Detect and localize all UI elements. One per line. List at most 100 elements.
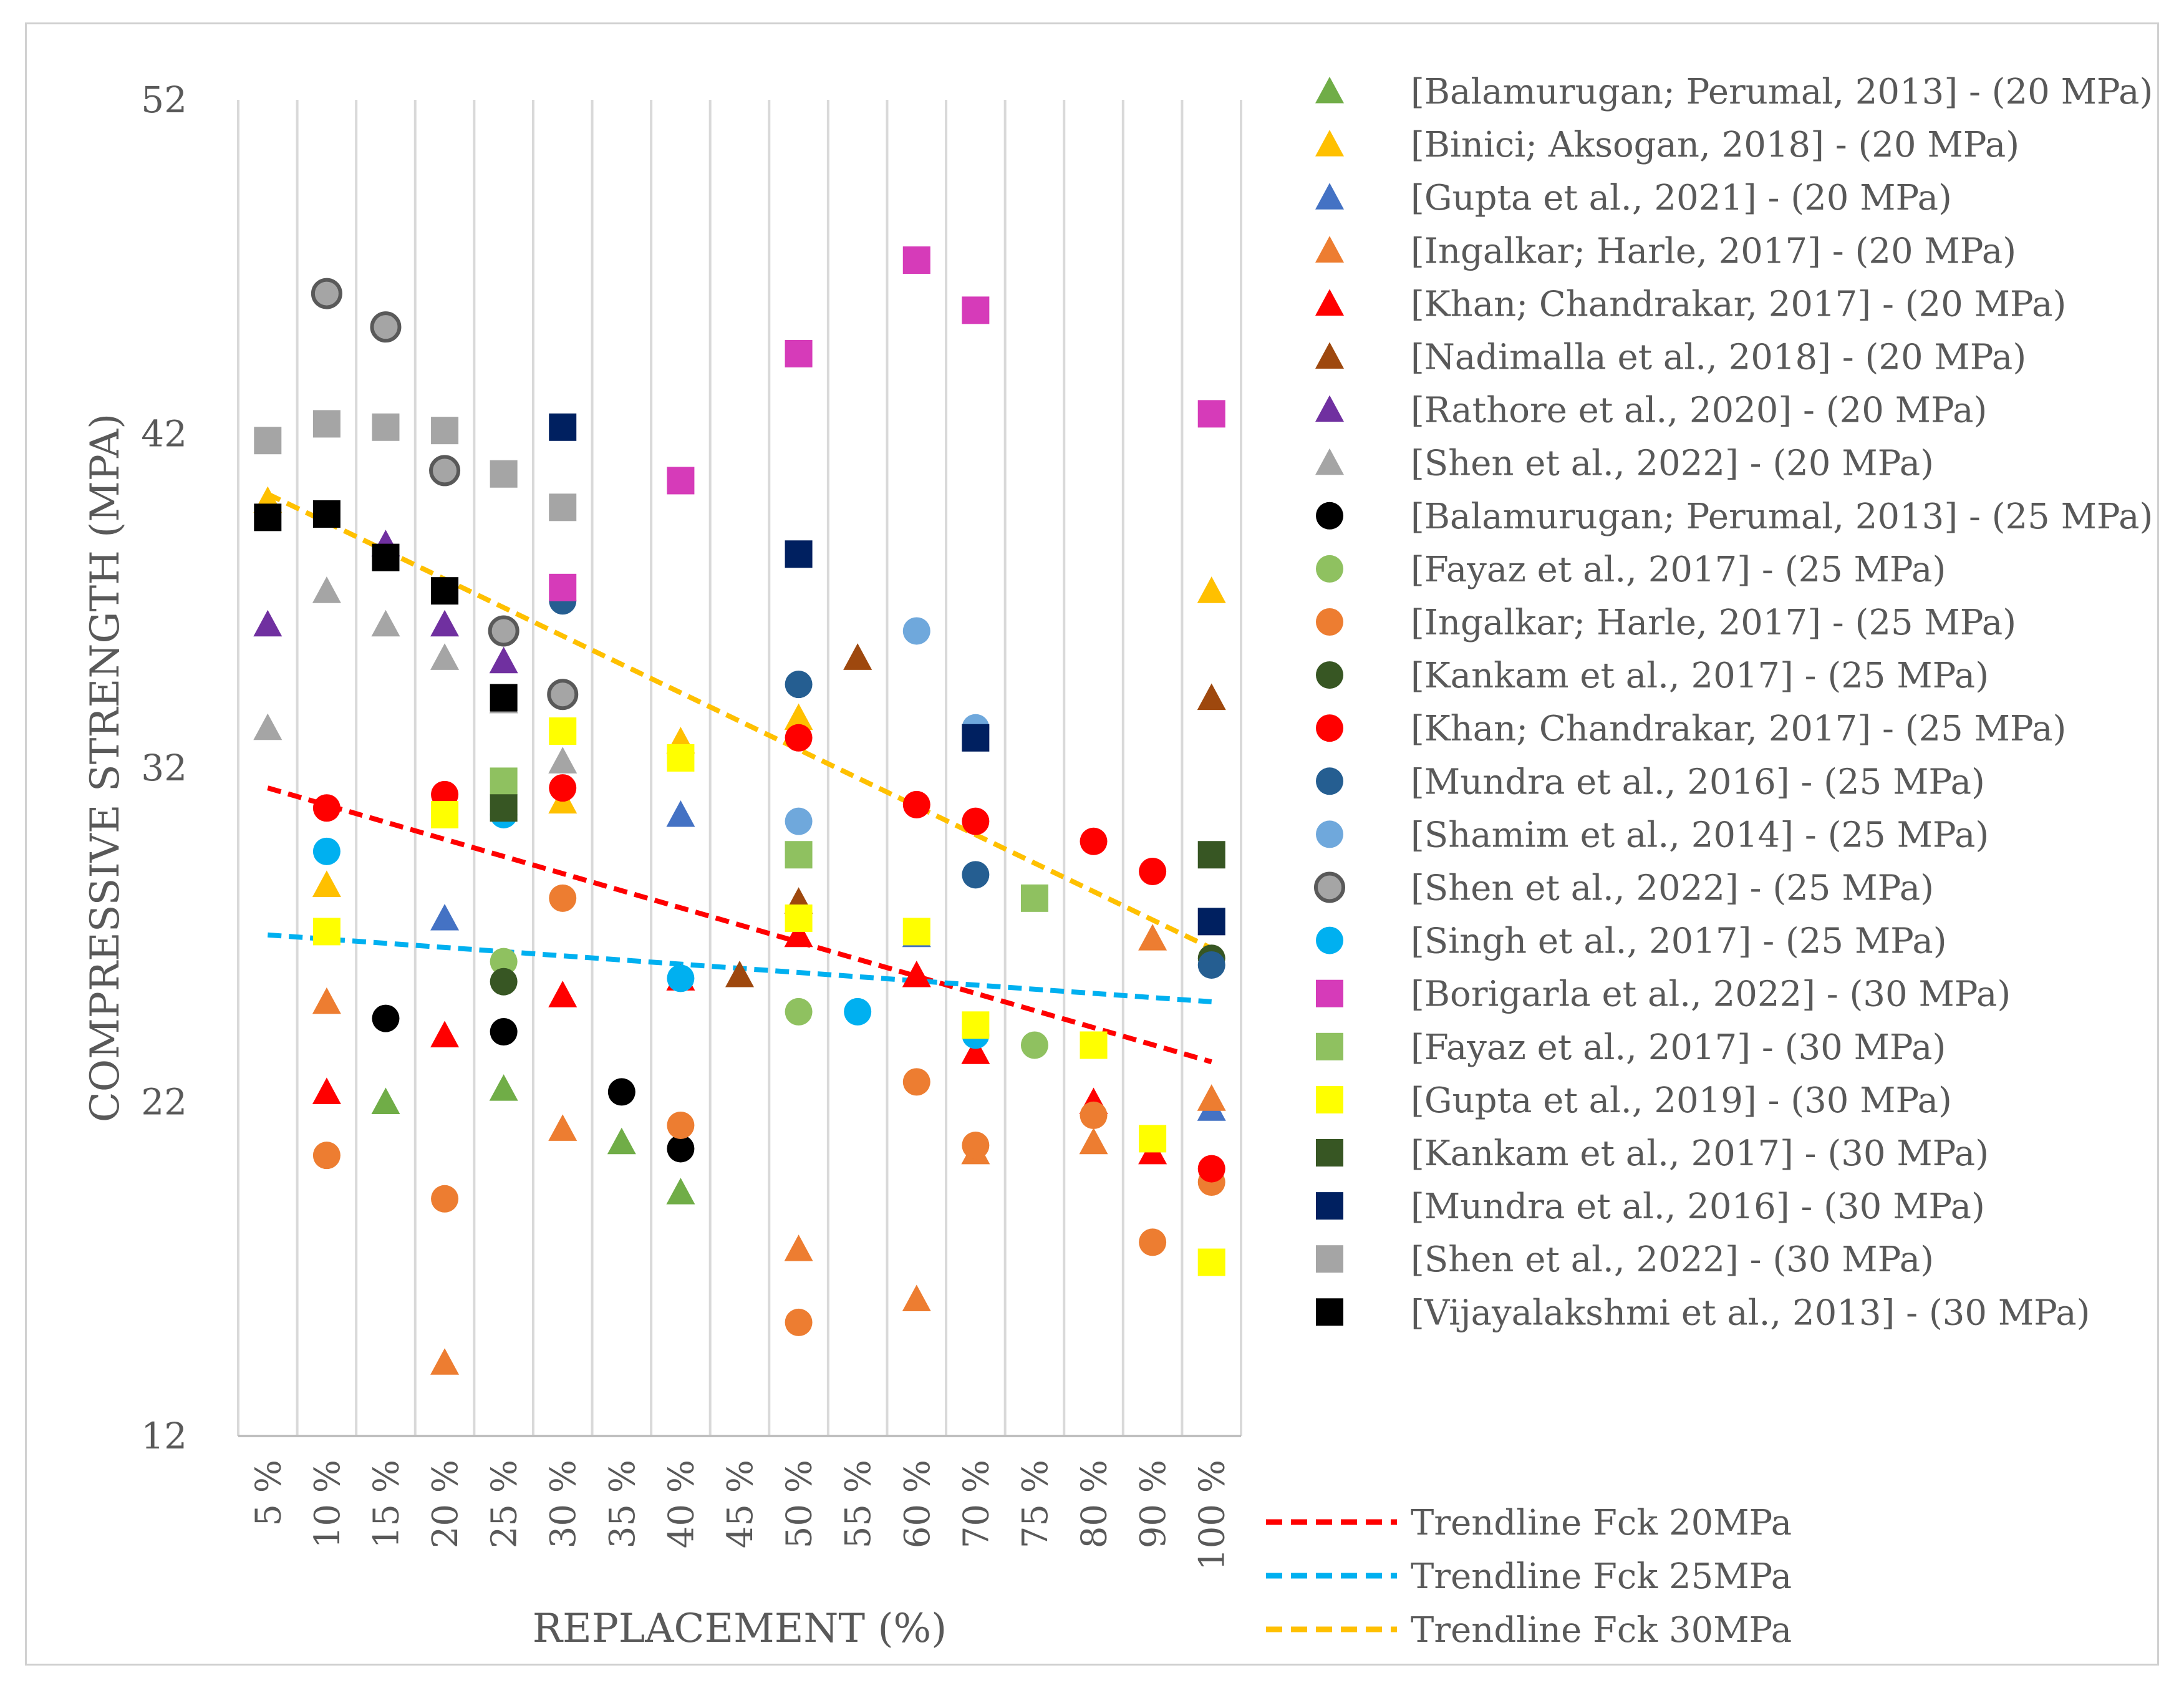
legend-item: [Nadimalla et al., 2018] - (20 MPa) (1315, 337, 2026, 378)
data-point (666, 800, 695, 827)
legend-label: [Fayaz et al., 2017] - (30 MPa) (1411, 1027, 1946, 1068)
legend-label: [Rathore et al., 2020] - (20 MPa) (1411, 390, 1987, 431)
series-0 (371, 1074, 695, 1205)
data-point (254, 427, 282, 455)
legend-item: [Gupta et al., 2021] - (20 MPa) (1315, 178, 1952, 218)
x-tick-label: 20 % (425, 1460, 466, 1548)
legend-item: [Binici; Aksogan, 2018] - (20 MPa) (1315, 125, 2019, 165)
y-tick-label: 52 (141, 79, 187, 121)
data-point (312, 794, 341, 822)
data-point (667, 467, 695, 495)
data-point (667, 744, 695, 772)
data-point (1079, 1127, 1108, 1155)
legend-marker (1315, 236, 1344, 263)
data-point (785, 671, 813, 699)
legend-marker (1316, 502, 1343, 530)
legend-marker (1315, 289, 1344, 316)
legend-marker (1316, 979, 1343, 1007)
data-point (902, 1068, 930, 1096)
legend-marker (1315, 448, 1344, 475)
data-point (902, 617, 930, 645)
data-point (1139, 1228, 1167, 1256)
legend-marker (1316, 1192, 1343, 1220)
legend-label: [Balamurugan; Perumal, 2013] - (20 MPa) (1411, 72, 2153, 112)
legend-item: [Gupta et al., 2019] - (30 MPa) (1316, 1080, 1952, 1121)
data-point (962, 807, 990, 835)
x-tick-label: 55 % (838, 1460, 879, 1548)
data-point (490, 460, 518, 488)
data-point (548, 747, 577, 774)
data-point (1197, 841, 1225, 869)
data-point (725, 961, 754, 987)
y-tick-label: 42 (141, 413, 187, 455)
x-axis-title: REPLACEMENT (%) (533, 1606, 947, 1652)
data-point (1197, 1248, 1225, 1276)
data-point (785, 841, 813, 869)
data-point (785, 1308, 813, 1336)
x-tick-label: 60 % (897, 1460, 938, 1548)
x-tick-label: 10 % (307, 1460, 348, 1548)
series-15 (311, 278, 579, 711)
data-point (430, 903, 460, 931)
legend-label: [Khan; Chandrakar, 2017] - (25 MPa) (1411, 709, 2066, 749)
legend-item: [Ingalkar; Harle, 2017] - (20 MPa) (1315, 231, 2016, 271)
legend-marker (1316, 926, 1343, 954)
data-point (1197, 400, 1225, 428)
legend-item: [Singh et al., 2017] - (25 MPa) (1316, 921, 1947, 962)
data-point (667, 1111, 695, 1139)
data-point (311, 278, 342, 309)
data-point (312, 500, 341, 528)
data-point (549, 413, 577, 441)
data-point (902, 246, 930, 274)
legend-marker (1316, 661, 1343, 689)
data-point (254, 503, 282, 531)
legend-item: [Mundra et al., 2016] - (25 MPa) (1316, 762, 1985, 802)
data-point (370, 311, 402, 343)
data-point (962, 1132, 990, 1160)
data-point (371, 1087, 400, 1115)
legend-item: [Borigarla et al., 2022] - (30 MPa) (1316, 974, 2011, 1015)
data-point (488, 615, 519, 647)
legend-label: [Binici; Aksogan, 2018] - (20 MPa) (1411, 125, 2019, 165)
data-point (548, 981, 577, 1007)
data-point (785, 724, 813, 752)
series-8 (372, 1004, 695, 1163)
data-point (312, 918, 341, 946)
data-point (607, 1078, 635, 1106)
data-point (785, 904, 813, 932)
data-point (962, 861, 990, 889)
trend-legend: Trendline Fck 20MPa Trendline Fck 25MPa Tr… (1266, 1503, 1792, 1651)
x-tick-label: 70 % (956, 1460, 997, 1548)
data-point (549, 717, 577, 745)
legend-marker (1315, 130, 1344, 157)
series-22 (254, 410, 577, 521)
axes: 12 22 32 42 52 5 % 10 % 15 % 20 % 25 % 30 % 35 % 40 … (82, 79, 1233, 1652)
legend-label: [Mundra et al., 2016] - (25 MPa) (1411, 762, 1985, 802)
legend-marker (1316, 767, 1343, 795)
data-point (785, 339, 813, 367)
data-point (548, 1114, 577, 1141)
legend-label: [Khan; Chandrakar, 2017] - (20 MPa) (1411, 284, 2066, 324)
data-point (489, 646, 518, 674)
x-tick-label: 5 % (248, 1460, 289, 1526)
data-point (1080, 1101, 1108, 1129)
series-19 (312, 717, 1225, 1276)
data-point (490, 948, 518, 976)
legend-label: [Nadimalla et al., 2018] - (20 MPa) (1411, 337, 2026, 378)
data-point (253, 713, 283, 740)
legend-item: [Shen et al., 2022] - (20 MPa) (1315, 444, 1934, 484)
data-point (490, 684, 518, 712)
x-tick-label: 45 % (720, 1460, 761, 1548)
legend-item: [Khan; Chandrakar, 2017] - (20 MPa) (1315, 284, 2066, 324)
x-tick-label: 50 % (780, 1460, 820, 1548)
y-tick-label: 12 (141, 1415, 187, 1457)
y-tick-label: 32 (141, 747, 187, 789)
legend-label: [Fayaz et al., 2017] - (25 MPa) (1411, 550, 1946, 590)
legend-label: [Balamurugan; Perumal, 2013] - (25 MPa) (1411, 497, 2153, 537)
data-point (962, 724, 990, 752)
data-point (785, 807, 813, 835)
data-point (430, 1021, 460, 1047)
data-point (785, 540, 813, 568)
data-point (253, 609, 283, 637)
legend-label: [Ingalkar; Harle, 2017] - (25 MPa) (1411, 603, 2016, 643)
